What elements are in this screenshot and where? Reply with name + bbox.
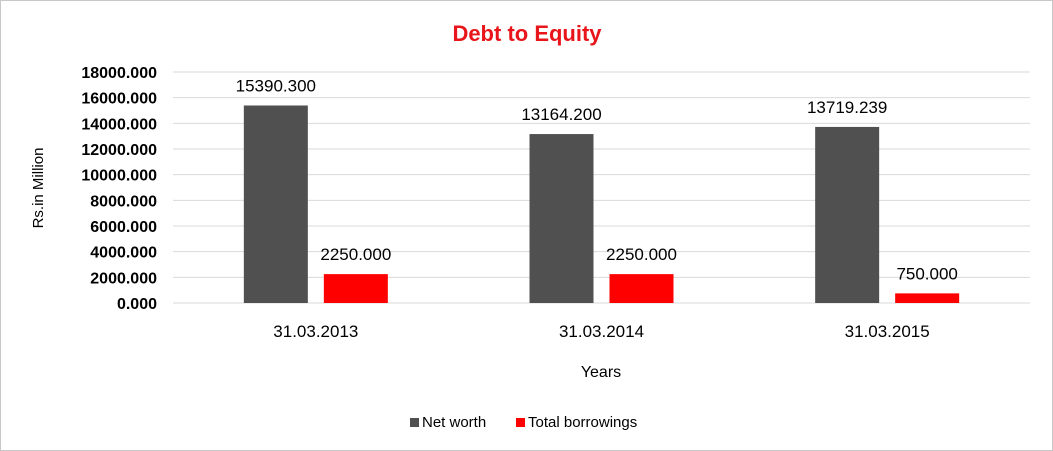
y-tick-label: 16000.000: [81, 91, 157, 108]
y-tick-label: 10000.000: [81, 168, 157, 185]
data-label: 15390.300: [236, 76, 316, 95]
legend-swatch: [516, 418, 525, 427]
bar-net-worth: [243, 105, 308, 303]
x-tick-label: 31.03.2015: [845, 322, 930, 341]
legend-swatch: [410, 418, 419, 427]
data-label: 2250.000: [320, 245, 391, 264]
y-tick-label: 12000.000: [81, 142, 157, 159]
data-label: 2250.000: [606, 245, 677, 264]
y-axis-ticks: 0.000 2000.000 4000.000 6000.000 8000.000 100…: [81, 65, 157, 313]
y-tick-label: 6000.000: [90, 219, 157, 236]
legend: Net worth Total borrowings: [410, 414, 637, 431]
x-tick-label: 31.03.2013: [273, 322, 358, 341]
x-tick-label: 31.03.2014: [559, 322, 644, 341]
legend-label: Net worth: [422, 414, 486, 431]
chart-title: Debt to Equity: [452, 21, 602, 46]
y-tick-label: 0.000: [117, 296, 157, 313]
y-tick-label: 14000.000: [81, 116, 157, 133]
legend-label: Total borrowings: [528, 414, 637, 431]
data-label: 13719.239: [807, 98, 887, 117]
y-tick-label: 4000.000: [90, 245, 157, 262]
bar-net-worth: [815, 126, 880, 303]
y-tick-label: 18000.000: [81, 65, 157, 82]
bar-net-worth: [529, 134, 594, 303]
y-tick-label: 2000.000: [90, 270, 157, 287]
bars: [243, 105, 960, 303]
data-labels: 15390.300 2250.000 13164.200 2250.000 13719.…: [236, 76, 958, 283]
data-label: 750.000: [896, 264, 957, 283]
x-axis-label: Years: [581, 364, 621, 381]
x-axis-ticks: 31.03.2013 31.03.2014 31.03.2015: [273, 322, 929, 341]
bar-total-borrowings: [609, 274, 674, 303]
data-label: 13164.200: [521, 105, 601, 124]
bar-total-borrowings: [323, 274, 388, 303]
gridlines: [173, 71, 1030, 304]
y-tick-label: 8000.000: [90, 193, 157, 210]
bar-total-borrowings: [895, 293, 960, 303]
y-axis-label: Rs.in Million: [30, 148, 47, 229]
